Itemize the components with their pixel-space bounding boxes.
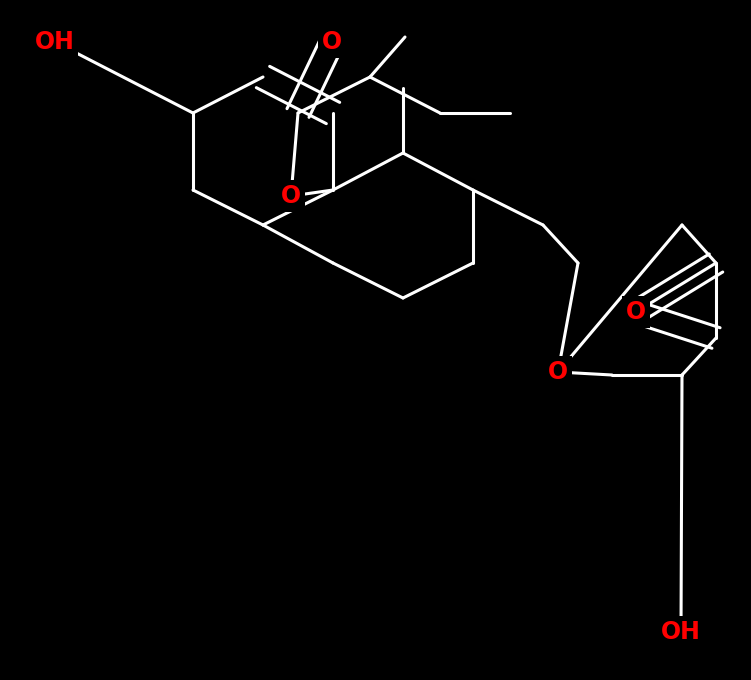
Text: O: O <box>281 184 301 208</box>
Text: O: O <box>626 300 646 324</box>
Text: OH: OH <box>35 30 75 54</box>
Text: OH: OH <box>661 620 701 644</box>
Text: O: O <box>322 30 342 54</box>
Text: O: O <box>548 360 568 384</box>
